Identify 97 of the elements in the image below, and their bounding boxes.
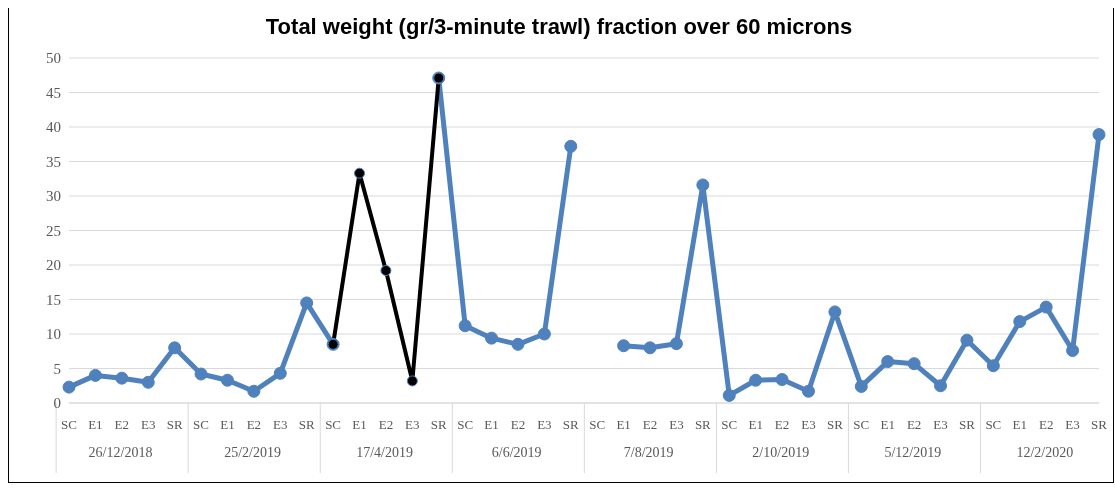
point	[854, 379, 868, 393]
point	[775, 373, 789, 387]
point	[696, 178, 710, 192]
x-tick-label: E2	[246, 417, 262, 432]
x-tick-label: SR	[826, 417, 844, 432]
point	[986, 359, 1000, 373]
point	[511, 337, 525, 351]
point	[934, 379, 948, 393]
text: 17/4/2019	[356, 445, 413, 460]
x-tick-label: SR	[562, 417, 580, 432]
x-tick-label: SR	[1091, 417, 1108, 432]
point	[1066, 344, 1080, 358]
x-tick-label: E3	[1065, 417, 1080, 432]
x-tick-label: E2	[774, 417, 790, 432]
x-tick-label: SC	[457, 417, 474, 432]
x-tick-label: E2	[378, 417, 394, 432]
point	[722, 388, 736, 402]
x-tick-label: SR	[430, 417, 448, 432]
x-tick-label: E3	[801, 417, 816, 432]
point	[564, 139, 578, 153]
text: 6/6/2019	[491, 445, 542, 460]
point	[194, 367, 208, 381]
x-tick-label: E1	[484, 417, 499, 432]
y-tick-label: 10	[46, 326, 61, 343]
point	[406, 375, 418, 387]
x-tick-label: E1	[1012, 417, 1027, 432]
x-tick-label: SR	[694, 417, 712, 432]
x-tick-label: E1	[748, 417, 763, 432]
y-tick-label: 20	[46, 257, 61, 274]
x-tick-label: SR	[959, 417, 976, 432]
point	[907, 357, 921, 371]
y-tick-label: 15	[46, 291, 61, 308]
text: 5/12/2019	[884, 445, 942, 460]
text: 7/8/2019	[623, 445, 674, 460]
x-tick-label: E1	[352, 417, 367, 432]
x-tick-label: E2	[114, 417, 130, 432]
x-tick-label: SC	[721, 417, 738, 432]
x-tick-label: SC	[853, 417, 870, 432]
point	[881, 355, 895, 369]
x-tick-label: E1	[616, 417, 631, 432]
y-tick-label: 25	[46, 222, 61, 239]
x-tick-label: SC	[61, 417, 77, 432]
y-tick-label: 45	[46, 84, 61, 101]
x-tick-label: SR	[298, 417, 315, 432]
point	[617, 339, 631, 353]
x-tick-label: E1	[880, 417, 895, 432]
point	[168, 341, 182, 355]
point	[247, 384, 261, 398]
x-tick-label: E3	[669, 417, 684, 432]
point	[960, 333, 974, 347]
x-tick-label: E3	[141, 417, 156, 432]
y-tick-label: 35	[46, 153, 61, 170]
x-tick-label: E3	[273, 417, 288, 432]
y-tick-label: 50	[46, 50, 61, 67]
point	[828, 305, 842, 319]
point	[300, 296, 314, 310]
y-tick-label: 30	[46, 188, 61, 205]
point	[1013, 315, 1027, 329]
x-tick-label: SC	[985, 417, 1002, 432]
chart-title: Total weight (gr/3-minute trawl) fraction over 60 microns	[264, 14, 854, 40]
x-tick-label: E3	[933, 417, 948, 432]
point	[1092, 128, 1106, 142]
point	[1039, 300, 1053, 314]
point	[88, 368, 102, 382]
x-tick-label: E1	[88, 417, 103, 432]
x-tick-label: SC	[193, 417, 209, 432]
text: 2/10/2019	[752, 445, 810, 460]
y-tick-label: 0	[53, 395, 61, 412]
text: 12/2/2020	[1016, 445, 1074, 460]
point	[458, 319, 472, 333]
x-tick-label: E2	[906, 417, 922, 432]
point	[801, 384, 815, 398]
x-tick-label: E2	[1038, 417, 1054, 432]
y-tick-label: 40	[46, 119, 61, 136]
x-tick-label: E3	[405, 417, 420, 432]
point	[273, 366, 287, 380]
point	[354, 167, 366, 179]
point	[62, 380, 76, 394]
point	[643, 341, 657, 355]
point	[749, 373, 763, 387]
x-tick-label: E3	[537, 417, 552, 432]
point	[141, 375, 155, 389]
text: 26/12/2018	[88, 445, 153, 460]
x-tick-label: E1	[220, 417, 235, 432]
text: 25/2/2019	[224, 445, 281, 460]
x-tick-label: SC	[589, 417, 606, 432]
x-tick-label: E2	[642, 417, 658, 432]
point	[115, 371, 129, 385]
x-tick-label: SR	[166, 417, 183, 432]
point	[537, 327, 551, 341]
point	[669, 337, 683, 351]
x-tick-label: E2	[510, 417, 526, 432]
point	[380, 265, 392, 277]
point	[220, 373, 234, 387]
y-tick-label: 5	[53, 360, 61, 377]
x-tick-label: SC	[325, 417, 342, 432]
point	[485, 331, 499, 345]
